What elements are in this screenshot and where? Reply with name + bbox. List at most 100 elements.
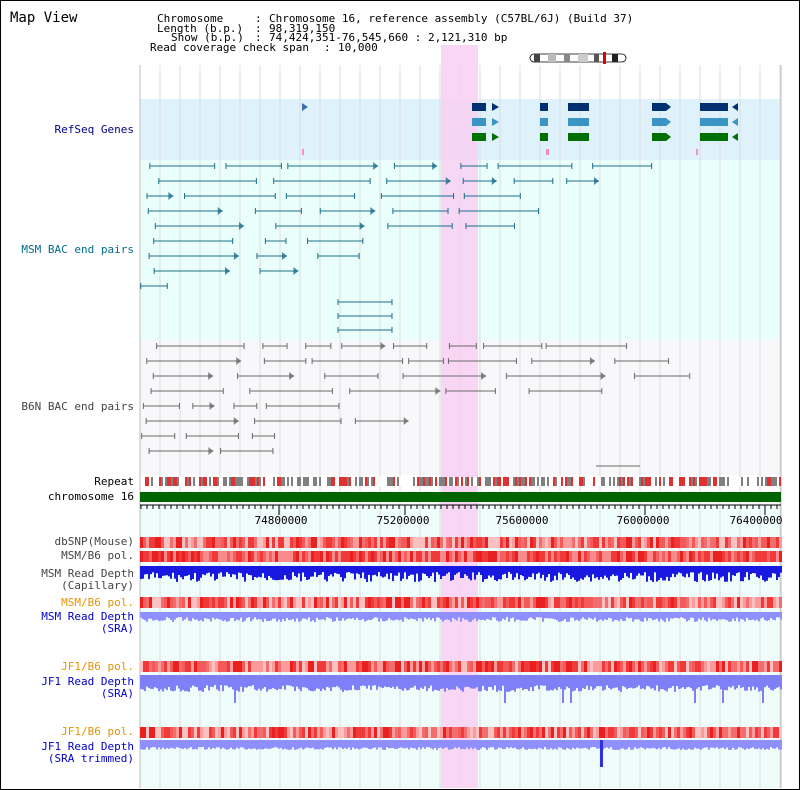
heat-cell [410,727,413,738]
depth-bar [304,740,306,749]
heat-cell [617,661,620,672]
heat-cell [377,727,380,738]
gene-block [472,103,486,111]
repeat-mark [603,477,605,486]
msm-read-depth-capillary-label[interactable]: MSM Read Depth [41,567,134,580]
depth-bar [516,566,518,574]
heat-cell [692,551,695,562]
heat-cell [152,661,155,672]
heat-cell [683,727,686,738]
depth-bar [346,740,348,750]
depth-bar [698,566,700,574]
bac-pair-arrow [233,417,239,425]
heat-cell [287,727,290,738]
depth-bar [558,566,560,573]
repeat-mark [383,477,385,486]
depth-bar [318,612,320,620]
heat-cell [707,727,710,738]
depth-bar [666,612,668,618]
heat-cell [347,661,350,672]
depth-spike [600,740,603,767]
heat-cell [317,661,320,672]
repeat-mark [447,477,449,486]
repeat-mark [489,477,491,486]
depth-bar [748,740,750,750]
depth-bar [644,740,646,750]
heat-cell [350,597,353,608]
repeat-mark [441,477,443,486]
chromosome-value: Chromosome 16, reference assembly (C57BL… [269,12,634,25]
depth-bar [578,740,580,749]
msm-bac-label[interactable]: MSM BAC end pairs [21,243,134,256]
chromosome-track-label[interactable]: chromosome 16 [47,490,134,503]
depth-bar [204,675,206,688]
heat-cell [362,551,365,562]
refseq-label[interactable]: RefSeq Genes [54,123,134,136]
depth-bar [140,740,142,750]
heat-cell [779,661,782,672]
dbsnp-label[interactable]: dbSNP(Mouse) [54,535,134,548]
heat-cell [542,727,545,738]
depth-bar [340,566,342,578]
depth-bar [610,612,612,619]
heat-cell [236,537,239,548]
heat-cell [308,551,311,562]
depth-bar [654,566,656,573]
heat-cell [218,537,221,548]
depth-bar [648,740,650,749]
heat-cell [380,727,383,738]
depth-bar [406,612,408,619]
chromosome-ideogram[interactable] [528,52,630,64]
repeat-mark [677,477,679,486]
depth-bar [162,675,164,692]
heat-cell [572,551,575,562]
depth-bar [484,566,486,580]
depth-bar [588,740,590,750]
depth-bar [486,740,488,750]
heat-cell [143,551,146,562]
depth-bar [354,612,356,620]
b6n-bac-label[interactable]: B6N BAC end pairs [21,400,134,413]
depth-bar [496,566,498,582]
jf1-read-depth-sra-label[interactable]: JF1 Read Depth [41,675,134,688]
depth-bar [236,566,238,580]
heat-cell [434,727,437,738]
repeat-mark [555,477,557,486]
depth-bar [548,566,550,575]
heat-cell [413,537,416,548]
jf1-b6-pol-label-1[interactable]: JF1/B6 pol. [61,660,134,673]
heat-cell [686,551,689,562]
depth-bar [526,612,528,621]
jf1-read-depth-trimmed-label[interactable]: JF1 Read Depth [41,740,134,753]
repeat-mark [401,477,403,486]
jf1-b6-pol-label-2[interactable]: JF1/B6 pol. [61,725,134,738]
depth-bar [728,740,730,750]
heat-cell [596,597,599,608]
repeat-label[interactable]: Repeat [94,475,134,488]
depth-bar [498,675,500,691]
depth-bar [396,675,398,687]
depth-bar [640,566,642,576]
depth-bar [752,740,754,748]
depth-bar [670,740,672,750]
heat-cell [731,551,734,562]
msm-read-depth-sra-label[interactable]: MSM Read Depth [41,610,134,623]
heat-cell [419,537,422,548]
heat-cell [653,537,656,548]
depth-bar [610,566,612,577]
depth-bar [198,612,200,621]
depth-bar [392,612,394,621]
msm-b6-pol-label-2[interactable]: MSM/B6 pol. [61,596,134,609]
msm-b6-pol-label-1[interactable]: MSM/B6 pol. [61,549,134,562]
depth-bar [640,675,642,690]
depth-bar [256,566,258,578]
depth-bar [630,612,632,618]
heat-cell [707,551,710,562]
heat-cell [614,597,617,608]
depth-bar [686,566,688,574]
depth-bar [650,740,652,749]
depth-bar [374,740,376,748]
heat-cell [671,551,674,562]
heat-cell [401,661,404,672]
